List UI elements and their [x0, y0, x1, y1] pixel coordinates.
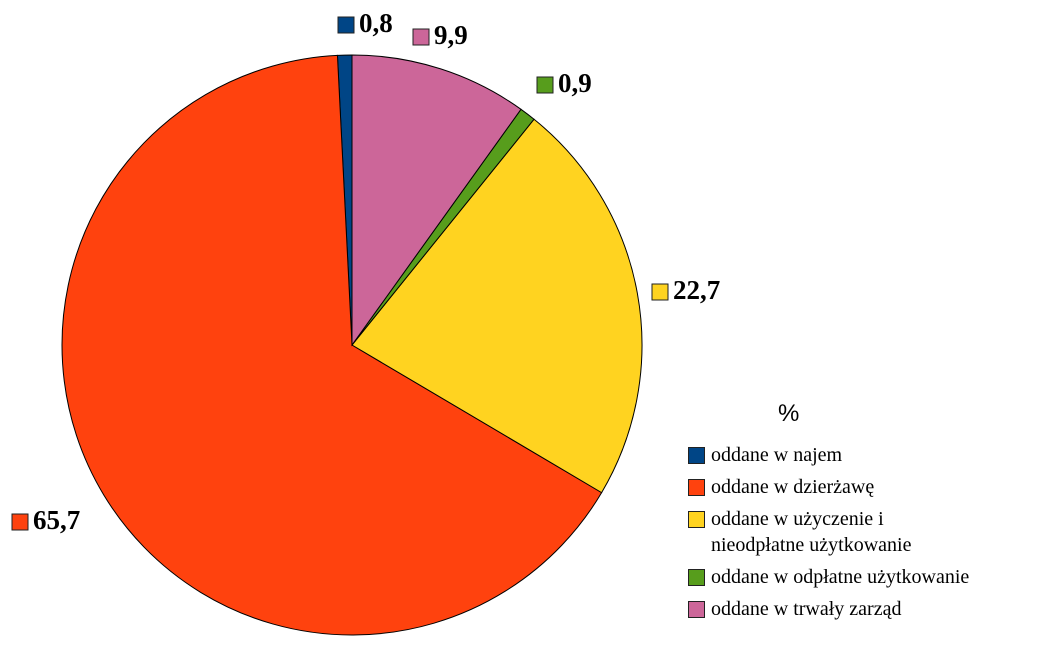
label-swatch: [412, 28, 430, 46]
legend-item: oddane w dzierżawę: [686, 474, 969, 500]
data-label: 65,7: [33, 505, 80, 535]
data-label: 9,9: [434, 20, 468, 50]
label-swatch: [337, 16, 355, 34]
data-label: 22,7: [673, 275, 720, 305]
legend-item: oddane w trwały zarząd: [686, 596, 969, 622]
legend-swatch: [688, 447, 705, 464]
legend-item: oddane w najem: [686, 442, 969, 468]
data-label: 0,8: [359, 8, 393, 38]
legend-swatch: [688, 569, 705, 586]
legend-title: %: [778, 400, 800, 427]
label-swatch: [11, 513, 29, 531]
pie-slice: [61, 54, 603, 636]
legend-label: oddane w trwały zarząd: [711, 598, 902, 620]
legend-label: oddane w najem: [711, 444, 843, 466]
label-swatch: [536, 76, 554, 94]
legend-label: oddane w użyczenie i nieodpłatne użytkow…: [711, 508, 912, 556]
legend: % oddane w najem oddane w dzierżawę oddane…: [686, 400, 969, 628]
legend-label: oddane w dzierżawę: [711, 476, 875, 498]
legend-item: oddane w użyczenie i nieodpłatne użytkow…: [686, 506, 969, 558]
pie-slice: [351, 54, 522, 347]
label-swatch: [651, 283, 669, 301]
legend-swatch: [688, 511, 705, 528]
legend-item: oddane w odpłatne użytkowanie: [686, 564, 969, 590]
legend-swatch: [688, 601, 705, 618]
pie-slice: [351, 118, 643, 494]
legend-swatch: [688, 479, 705, 496]
legend-label: oddane w odpłatne użytkowanie: [711, 566, 970, 588]
data-label: 0,9: [558, 68, 592, 98]
